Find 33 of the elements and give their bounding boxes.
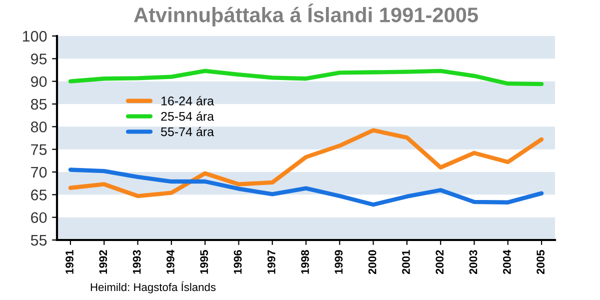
x-tick-label: 1997 [267,250,276,274]
x-tick-label: 2001 [402,250,410,274]
line-series [68,128,544,198]
x-tick-label: 1998 [301,250,309,274]
legend-label: 16-24 ára [161,96,214,106]
y-tick-label: 70 [31,166,47,178]
x-tick-label: 1992 [99,250,108,274]
y-tick-label: 100 [22,30,47,42]
y-tick-label: 85 [30,98,47,110]
y-tick-label: 80 [30,122,47,132]
x-tick-label: 2000 [368,250,376,274]
line-series [68,68,544,86]
y-tick-label: 65 [31,190,47,200]
chart-title: Atvinnuþáttaka á Íslandi 1991-2005 [134,4,478,26]
x-tick-label: 1999 [334,250,343,274]
y-tick-label: 95 [31,54,47,64]
line-series [68,168,544,207]
legend-label: 55-74 ára [161,126,214,136]
x-tick-label: 1994 [166,250,174,274]
x-tick-label: 2005 [536,250,545,274]
x-tick-label: 1996 [234,250,242,274]
x-tick-label: 1993 [132,250,141,274]
legend-label: 25-54 ára [161,111,214,121]
x-tick-label: 2003 [469,250,478,274]
y-tick-label: 75 [31,144,47,156]
y-tick-label: 55 [30,235,47,246]
y-tick-label: 90 [31,76,47,88]
text: Heimild: Hagstofa Íslands [90,281,216,294]
y-tick-label: 60 [31,212,47,224]
x-tick-label: 1991 [66,250,74,274]
x-tick-label: 1995 [200,250,208,274]
x-tick-label: 2002 [436,250,444,274]
x-tick-label: 2004 [503,250,511,274]
